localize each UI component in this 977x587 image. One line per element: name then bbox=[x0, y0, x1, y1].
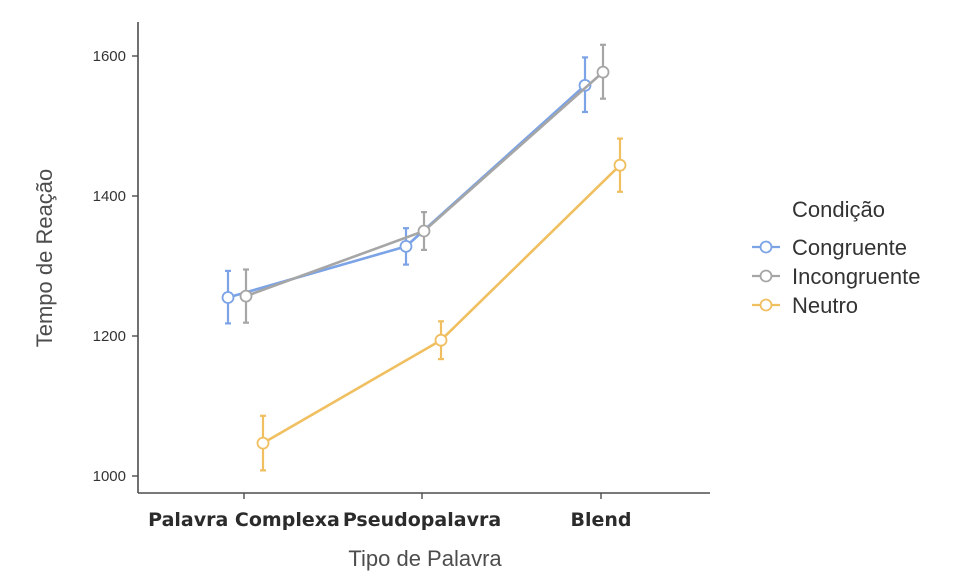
series-neutro bbox=[256, 137, 627, 472]
legend: Condição Congruente Incongruente Neutro bbox=[752, 197, 920, 318]
x-tick-label: Blend bbox=[570, 509, 631, 531]
legend-key-point bbox=[759, 269, 773, 283]
x-tick-label: Pseudopalavra bbox=[343, 509, 501, 531]
series-incongruente bbox=[239, 43, 610, 324]
legend-title: Condição bbox=[792, 197, 885, 222]
data-point bbox=[399, 239, 413, 253]
data-point bbox=[221, 291, 235, 304]
legend-key-point bbox=[759, 298, 773, 312]
data-point bbox=[256, 436, 270, 450]
x-tick-label: Palavra Complexa bbox=[148, 509, 340, 531]
plot-marks bbox=[221, 43, 627, 472]
data-point bbox=[417, 224, 431, 238]
legend-key-point bbox=[759, 240, 773, 254]
legend-label: Incongruente bbox=[792, 264, 920, 289]
data-point bbox=[613, 158, 627, 172]
x-ticks: Palavra Complexa Pseudopalavra Blend bbox=[148, 493, 632, 531]
legend-label: Congruente bbox=[792, 235, 907, 260]
y-ticks: 1000 1200 1400 1600 bbox=[93, 48, 138, 485]
y-tick-label: 1000 bbox=[93, 468, 126, 485]
y-axis-title: Tempo de Reação bbox=[32, 169, 57, 348]
series-line bbox=[245, 71, 604, 298]
y-tick-label: 1400 bbox=[93, 188, 126, 205]
legend-item-incongruente: Incongruente bbox=[752, 264, 920, 289]
x-axis-title: Tipo de Palavra bbox=[348, 546, 502, 571]
data-point bbox=[596, 65, 610, 79]
y-tick-label: 1200 bbox=[93, 328, 126, 345]
legend-item-neutro: Neutro bbox=[752, 293, 858, 318]
y-tick-label: 1600 bbox=[93, 48, 126, 65]
data-point bbox=[239, 289, 253, 303]
legend-item-congruente: Congruente bbox=[752, 235, 907, 260]
data-point bbox=[434, 333, 448, 347]
legend-label: Neutro bbox=[792, 293, 858, 318]
data-point bbox=[578, 79, 592, 92]
series-line bbox=[262, 164, 621, 445]
